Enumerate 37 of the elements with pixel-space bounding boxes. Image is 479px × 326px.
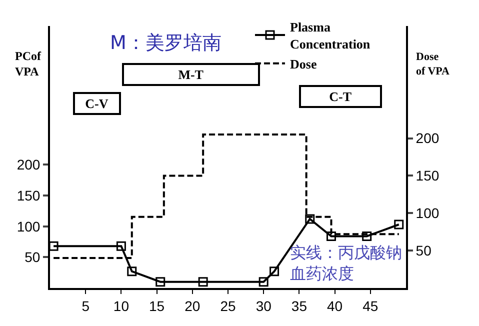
y-tick-label: 150 [16,187,40,204]
x-tick-label: 45 [362,298,378,314]
y-tick-label: 200 [16,156,40,173]
x-tick-label: 25 [220,298,236,314]
y2-axis-title: Dose of VPA [416,51,450,78]
x-tick-label: 40 [327,298,343,314]
x-tick-label: 35 [291,298,308,314]
point [50,241,58,251]
y2-tick-label: 50 [416,242,432,258]
x-tick-label: 10 [113,298,130,314]
point [305,214,315,224]
point [258,277,268,287]
point [156,277,166,287]
y2-tick-label: 150 [416,168,440,184]
annotation: M-T [178,67,204,82]
point [116,241,126,251]
y-axis-title: PCof VPA [15,49,42,79]
annotation: C-T [329,89,352,104]
y2-tick-label: 100 [416,205,440,222]
x-tick-label: 20 [184,298,200,314]
point [127,266,137,276]
annotation: C-V [85,96,109,111]
legend-label: Dose [290,56,317,72]
y2-tick-label: 200 [416,130,440,146]
annotation: 实线：丙戊酸钠血药浓度 [290,243,402,283]
x-tick-label: 5 [82,298,90,314]
legend-label: Plasma Concentration [290,20,371,52]
point [362,231,372,241]
y-tick-label: 100 [16,218,40,234]
point [394,220,404,230]
annotation: M：美罗培南 [110,32,222,54]
point [270,266,280,276]
x-tick-label: 15 [149,298,165,314]
point [326,231,336,241]
y-tick-label: 50 [24,249,40,266]
x-tick-label: 30 [256,298,272,314]
point [198,277,208,287]
